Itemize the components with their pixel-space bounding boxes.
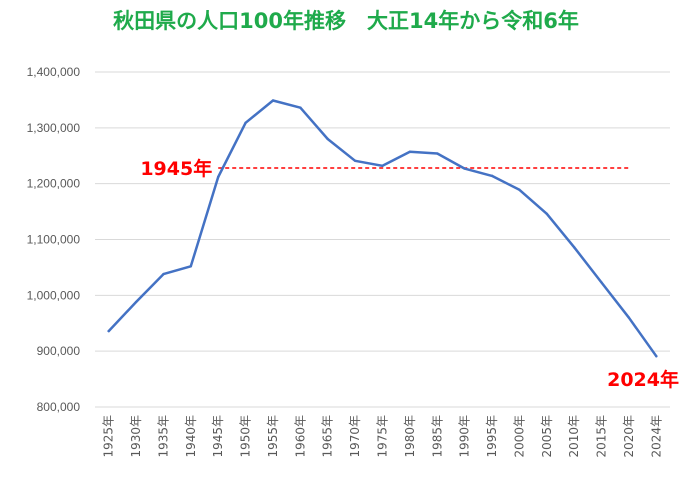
y-tick-label: 1,200,000 xyxy=(27,177,81,191)
chart-title: 秋田県の人口100年推移 大正14年から令和6年 xyxy=(113,9,579,33)
data-point xyxy=(545,212,548,216)
data-point xyxy=(518,188,521,192)
data-point xyxy=(134,300,138,304)
x-tick-label: 1970年 xyxy=(348,415,362,458)
data-point xyxy=(627,316,631,319)
data-point xyxy=(217,175,220,179)
data-point xyxy=(600,281,603,284)
x-tick-label: 1965年 xyxy=(321,415,335,458)
x-tick-label: 2020年 xyxy=(622,415,636,458)
data-point xyxy=(244,121,247,125)
data-point xyxy=(436,152,439,155)
data-point xyxy=(271,99,275,102)
x-tick-label: 1990年 xyxy=(458,415,472,458)
y-tick-label: 1,300,000 xyxy=(27,121,81,135)
y-tick-label: 1,000,000 xyxy=(27,288,81,302)
data-point xyxy=(490,174,494,178)
x-tick-label: 2010年 xyxy=(567,415,581,458)
x-tick-label: 1955年 xyxy=(266,415,280,458)
x-tick-label: 1995年 xyxy=(485,415,499,458)
x-tick-label: 2015年 xyxy=(595,415,609,458)
y-tick-label: 900,000 xyxy=(37,344,81,358)
data-point xyxy=(655,354,658,358)
data-point xyxy=(162,272,165,276)
x-tick-label: 1975年 xyxy=(376,415,390,458)
x-tick-label: 1935年 xyxy=(156,415,170,458)
y-tick-label: 800,000 xyxy=(37,400,81,414)
x-tick-label: 1980年 xyxy=(403,415,417,458)
x-tick-label: 1940年 xyxy=(184,415,198,458)
x-tick-label: 2024年 xyxy=(649,415,663,458)
data-point xyxy=(326,137,329,141)
data-point xyxy=(107,329,110,333)
y-tick-label: 1,400,000 xyxy=(27,65,81,79)
data-point xyxy=(572,246,576,249)
x-tick-label: 1930年 xyxy=(129,415,143,458)
x-tick-label: 1950年 xyxy=(239,415,253,458)
x-tick-label: 2005年 xyxy=(540,415,554,458)
data-point xyxy=(299,106,302,109)
x-tick-label: 1925年 xyxy=(102,415,116,458)
data-point xyxy=(408,150,412,154)
data-point xyxy=(381,164,384,167)
series-line xyxy=(107,99,658,358)
x-tick-label: 1960年 xyxy=(293,415,307,458)
data-point xyxy=(463,167,466,170)
data-point xyxy=(189,265,193,268)
x-tick-label: 1985年 xyxy=(430,415,444,458)
x-tick-label: 2000年 xyxy=(512,415,526,458)
y-tick-label: 1,100,000 xyxy=(27,233,81,247)
annotation-1945: 1945年 xyxy=(140,157,212,180)
annotation-2024: 2024年 xyxy=(607,368,679,391)
data-point xyxy=(353,159,357,162)
x-tick-label: 1945年 xyxy=(211,415,225,458)
